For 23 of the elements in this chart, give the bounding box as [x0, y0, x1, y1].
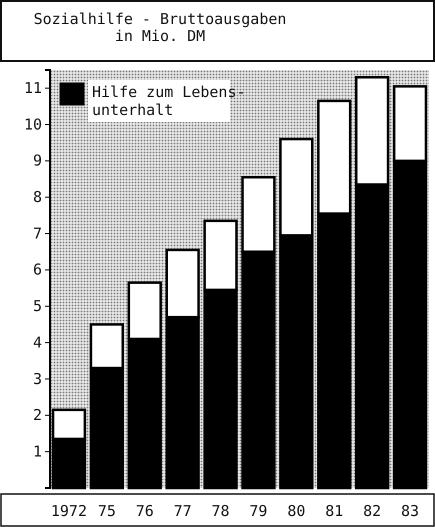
x-tick-label: 78 [212, 502, 230, 520]
y-tick-label: 3 [32, 370, 42, 388]
x-tick-label: 1972 [50, 502, 88, 520]
x-tick-label: 81 [325, 502, 344, 520]
chart-title: Sozialhilfe - Bruttoausgaben in Mio. DM [34, 10, 286, 45]
y-tick-label: 5 [32, 297, 42, 316]
x-tick-label: 83 [401, 502, 420, 520]
y-tick-label: 4 [32, 333, 42, 352]
x-tick-label: 75 [98, 502, 116, 520]
x-tick-label: 82 [363, 502, 382, 520]
y-tick-label: 1 [32, 442, 42, 460]
x-tick-label: 76 [136, 502, 154, 520]
y-tick-label: 7 [32, 224, 42, 242]
y-tick-label: 8 [32, 188, 42, 206]
y-tick-label: 10 [24, 115, 42, 134]
legend-label: Hilfe zum Lebens- unterhalt [92, 83, 246, 119]
y-tick-label: 6 [32, 260, 42, 279]
x-tick-label: 79 [249, 502, 268, 520]
y-tick-label: 9 [32, 152, 42, 170]
x-tick-label: 80 [287, 502, 306, 520]
y-tick-label: 11 [24, 78, 42, 97]
x-tick-label: 77 [174, 502, 192, 520]
y-tick-label: 2 [32, 406, 42, 424]
